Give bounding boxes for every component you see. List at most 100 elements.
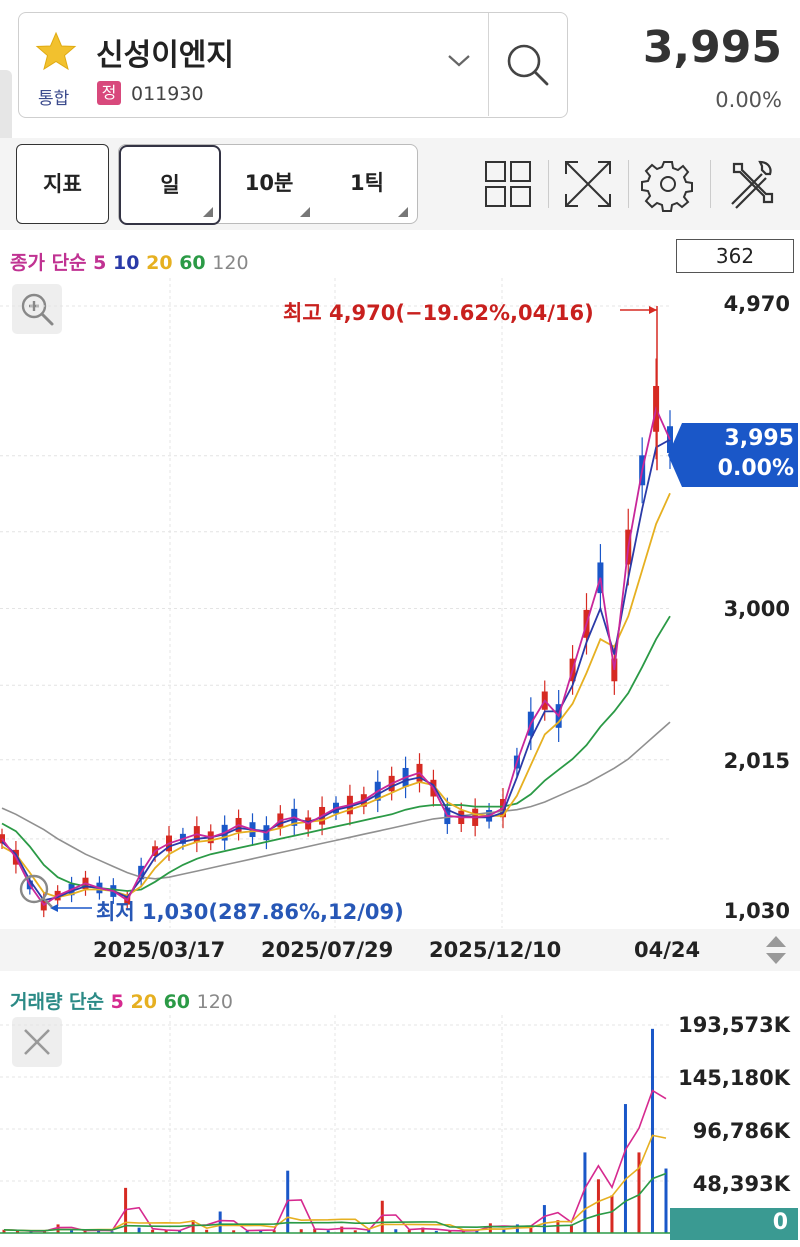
volume-bar [448, 1230, 452, 1233]
ma-line-20 [1, 492, 671, 899]
volume-bar [110, 1231, 114, 1233]
volume-bar [137, 1227, 141, 1233]
volume-bar [178, 1230, 182, 1233]
volume-bar [394, 1229, 398, 1233]
volume-bar [29, 1231, 33, 1233]
volume-bar [596, 1179, 600, 1233]
volume-bar [2, 1229, 6, 1233]
y-tick-label: 48,393K [692, 1172, 790, 1196]
volume-ma-line [3, 1134, 667, 1232]
volume-bar [569, 1224, 573, 1233]
legend-prefix: 종가 단순 [10, 252, 87, 274]
volume-bar [556, 1220, 560, 1233]
crosshair-handle-stem [42, 897, 53, 908]
volume-bar [650, 1028, 654, 1233]
volume-bar [367, 1229, 371, 1233]
search-icon[interactable] [490, 14, 565, 116]
crosshair-handle [19, 874, 49, 904]
divider [710, 160, 711, 208]
low-annotation: 최저 1,030(287.86%,12/09) [96, 900, 404, 924]
legend-vma120: 120 [196, 991, 233, 1013]
period-1tick-button[interactable]: 1틱 [350, 171, 384, 195]
ma-line-5 [1, 406, 671, 907]
price-chart[interactable] [0, 278, 800, 928]
legend-ma20: 20 [146, 252, 173, 274]
layout-grid-icon[interactable] [478, 154, 538, 214]
volume-bar [407, 1229, 411, 1233]
volume-bar [245, 1230, 249, 1233]
volume-bar [421, 1227, 425, 1233]
current-price-label: 3,995 [724, 426, 794, 451]
y-tick-label: 96,786K [692, 1119, 790, 1143]
volume-current-label: 0 [772, 1210, 788, 1235]
volume-bar [16, 1230, 20, 1233]
volume-bar [97, 1229, 101, 1233]
y-tick-label: 3,000 [723, 597, 790, 621]
divider [628, 160, 629, 208]
legend-vma5: 5 [110, 991, 124, 1013]
volume-bar [299, 1229, 303, 1233]
fullscreen-icon[interactable] [558, 154, 618, 214]
volume-ma-line [3, 1172, 667, 1232]
legend-ma60: 60 [179, 252, 206, 274]
current-price-tag [668, 423, 798, 487]
volume-bar [272, 1230, 276, 1233]
side-drawer-handle[interactable] [0, 70, 12, 150]
volume-chart[interactable] [0, 1015, 800, 1247]
scroll-updown-icon[interactable] [762, 930, 790, 970]
y-tick-label: 145,180K [678, 1066, 790, 1090]
volume-bar [664, 1168, 668, 1233]
volume-bar [542, 1205, 546, 1233]
legend-ma5: 5 [93, 252, 107, 274]
volume-bar [259, 1229, 263, 1233]
volume-bar [43, 1230, 47, 1233]
volume-bar [164, 1230, 168, 1233]
legend-ma10: 10 [113, 252, 140, 274]
current-change-label: 0.00% [717, 456, 794, 481]
legend-vma60: 60 [163, 991, 191, 1013]
x-tick-label: 04/24 [634, 938, 701, 962]
volume-bar [191, 1220, 195, 1233]
y-tick-label: 193,573K [678, 1013, 790, 1037]
volume-bar [218, 1211, 222, 1233]
tools-icon[interactable] [720, 154, 780, 214]
price-change: 0.00% [715, 88, 782, 112]
x-tick-label: 2025/03/17 [93, 938, 226, 962]
volume-current-tag [670, 1208, 798, 1240]
volume-bar [83, 1230, 87, 1233]
stock-code: 011930 [131, 83, 204, 105]
chevron-down-icon[interactable] [446, 50, 472, 70]
x-tick-label: 2025/07/29 [261, 938, 394, 962]
market-label: 통합 [38, 89, 70, 109]
corner-marker [300, 207, 310, 217]
date-axis [0, 929, 800, 971]
low-arrow-head [50, 904, 58, 912]
volume-bar [461, 1231, 465, 1233]
gear-icon[interactable] [638, 154, 698, 214]
volume-bar [529, 1227, 533, 1233]
y-tick-label: 2,015 [723, 749, 790, 773]
legend-prefix: 거래량 단순 [10, 991, 105, 1013]
legend-vma20: 20 [130, 991, 157, 1013]
y-tick-label: 4,970 [723, 292, 790, 316]
volume-bar [380, 1200, 384, 1233]
volume-bar [70, 1230, 74, 1233]
divider [548, 160, 549, 208]
corner-marker [398, 207, 408, 217]
ma-line-120 [1, 721, 671, 880]
volume-bar [205, 1229, 209, 1233]
indicator-button[interactable]: 지표 [16, 144, 109, 224]
volume-bar [434, 1230, 438, 1233]
price-legend: 종가 단순 5 10 20 60 120 [10, 248, 249, 275]
high-annotation: 최고 4,970(−19.62%,04/16) [283, 301, 594, 325]
volume-bar [353, 1230, 357, 1233]
volume-bar [583, 1152, 587, 1233]
volume-bar [313, 1228, 317, 1233]
favorite-star-icon[interactable] [34, 30, 78, 74]
volume-bar [610, 1195, 614, 1233]
volume-bar [502, 1228, 506, 1233]
volume-bar [232, 1230, 236, 1233]
stock-name: 신성이엔지 [96, 38, 234, 73]
period-10min-button[interactable]: 10분 [244, 171, 294, 195]
volume-bar [340, 1226, 344, 1233]
